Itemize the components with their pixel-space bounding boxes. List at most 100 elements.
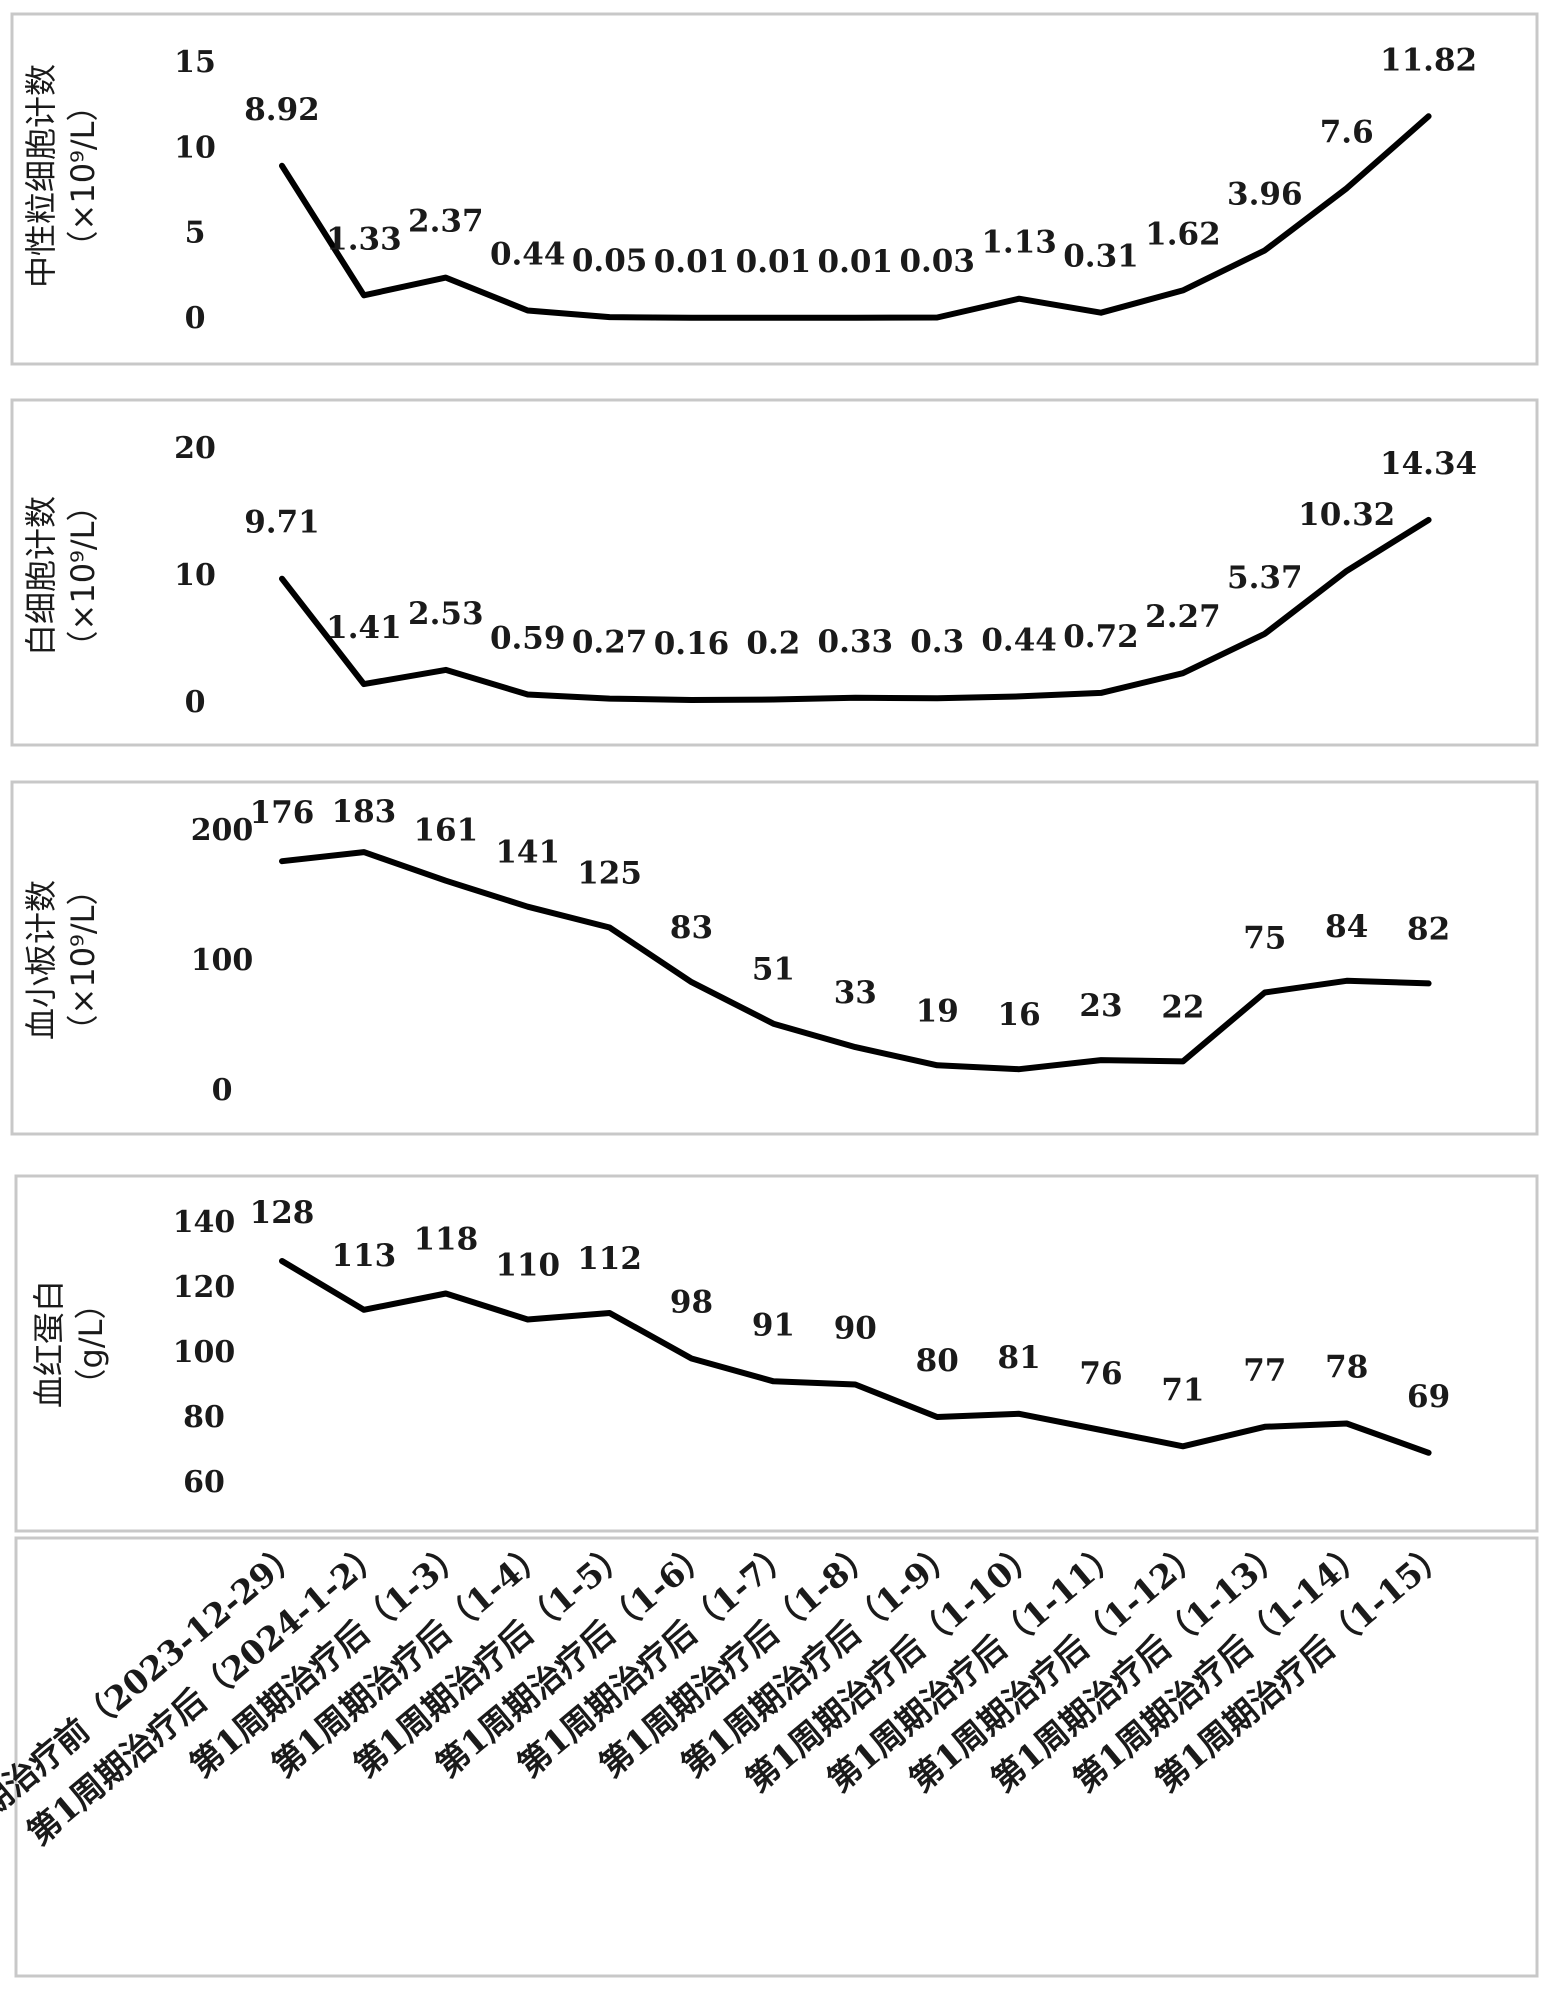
data-point xyxy=(443,275,449,281)
data-point xyxy=(525,904,531,910)
data-label: 1.33 xyxy=(326,221,402,257)
data-point xyxy=(279,576,285,582)
data-label: 0.44 xyxy=(490,236,566,272)
x-category-label: 第1周期治疗后（2024-1-2） xyxy=(20,1532,391,1852)
data-point xyxy=(279,1258,285,1264)
data-label: 90 xyxy=(834,1311,877,1347)
data-point xyxy=(1016,1066,1022,1072)
data-point xyxy=(1426,1450,1432,1456)
data-label: 2.37 xyxy=(408,204,484,240)
data-point xyxy=(607,925,613,930)
data-point xyxy=(443,667,449,673)
y-axis-title: 中性粒细胞计数 xyxy=(22,64,60,288)
data-label: 3.96 xyxy=(1227,176,1303,212)
data-point xyxy=(689,979,694,985)
data-label: 0.3 xyxy=(910,624,964,660)
data-label: 113 xyxy=(332,1238,397,1274)
data-label: 81 xyxy=(998,1340,1041,1376)
data-point xyxy=(607,314,613,320)
data-label: 69 xyxy=(1407,1379,1450,1415)
y-axis-unit: （g/L） xyxy=(72,1288,110,1401)
y-tick-label: 100 xyxy=(191,943,254,978)
data-label: 14.34 xyxy=(1380,446,1477,482)
data-label: 7.6 xyxy=(1320,114,1374,150)
data-label: 0.16 xyxy=(654,626,730,662)
data-point xyxy=(443,878,449,884)
y-tick-label: 0 xyxy=(185,301,206,336)
data-point xyxy=(689,697,694,703)
data-label: 1.41 xyxy=(326,610,402,646)
data-label: 77 xyxy=(1243,1353,1286,1389)
data-label: 75 xyxy=(1243,921,1286,957)
data-point xyxy=(934,1062,940,1068)
y-tick-label: 10 xyxy=(174,130,216,165)
data-label: 125 xyxy=(577,856,642,892)
y-axis-title: 血红蛋白 xyxy=(30,1280,68,1408)
data-label: 1.13 xyxy=(981,225,1057,261)
y-tick-label: 0 xyxy=(212,1073,233,1108)
data-label: 33 xyxy=(834,975,877,1011)
data-point xyxy=(1426,517,1432,523)
data-point xyxy=(361,849,367,855)
chart-panel-4: 血红蛋白 （g/L） 60 80 100 120 140 128 113 118 110 112 98 9… xyxy=(14,1174,1539,1533)
data-point xyxy=(1426,980,1432,986)
data-label: 1.62 xyxy=(1145,216,1221,252)
panel-border xyxy=(10,12,1539,366)
data-label: 176 xyxy=(250,795,315,831)
data-label: 0.72 xyxy=(1063,619,1139,655)
data-point xyxy=(852,315,858,321)
data-label: 71 xyxy=(1161,1372,1204,1408)
x-axis-category-labels: 第1周期治疗前（2023-12-29）第1周期治疗后（2024-1-2）第1周期… xyxy=(0,1532,1539,1978)
data-point xyxy=(443,1291,449,1296)
data-label: 8.92 xyxy=(244,92,320,128)
y-axis-unit: （×10⁹/L） xyxy=(64,490,102,663)
data-label: 0.31 xyxy=(1063,239,1139,275)
data-point xyxy=(525,1317,531,1322)
data-point xyxy=(361,1307,367,1313)
data-point xyxy=(770,696,776,702)
data-label: 112 xyxy=(577,1241,642,1277)
y-tick-label: 20 xyxy=(174,431,216,466)
data-point xyxy=(279,858,285,864)
data-label: 23 xyxy=(1079,988,1122,1024)
y-tick-label: 60 xyxy=(183,1465,225,1500)
data-point xyxy=(1344,978,1350,984)
data-label: 80 xyxy=(916,1343,959,1379)
y-axis-title: 血小板计数 xyxy=(22,880,60,1040)
data-label: 2.27 xyxy=(1145,599,1221,635)
data-label: 2.53 xyxy=(408,596,484,632)
data-label: 0.33 xyxy=(818,624,894,660)
data-label: 51 xyxy=(752,952,795,988)
y-axis-unit: （×10⁹/L） xyxy=(64,90,102,263)
panel-border xyxy=(10,780,1539,1136)
data-point xyxy=(607,1310,613,1316)
data-point xyxy=(1262,247,1268,253)
data-point xyxy=(525,307,531,313)
data-label: 16 xyxy=(998,997,1041,1033)
data-label: 5.37 xyxy=(1227,560,1303,596)
data-point xyxy=(852,695,858,701)
data-label: 0.44 xyxy=(981,622,1057,658)
data-point xyxy=(1180,670,1186,676)
data-point xyxy=(1262,990,1268,995)
data-point xyxy=(1344,568,1350,574)
data-point xyxy=(1180,287,1186,293)
data-label: 0.01 xyxy=(736,244,812,280)
data-point xyxy=(852,1044,858,1050)
data-label: 0.05 xyxy=(572,243,648,279)
data-label: 11.82 xyxy=(1380,42,1477,78)
data-point xyxy=(1426,113,1432,119)
data-label: 78 xyxy=(1325,1350,1368,1386)
data-label: 118 xyxy=(413,1222,478,1258)
y-axis-unit: （×10⁹/L） xyxy=(64,874,102,1047)
data-point xyxy=(689,315,694,321)
y-tick-label: 120 xyxy=(173,1270,236,1305)
data-point xyxy=(607,696,613,702)
data-point xyxy=(1098,690,1104,696)
data-label: 183 xyxy=(332,794,397,830)
